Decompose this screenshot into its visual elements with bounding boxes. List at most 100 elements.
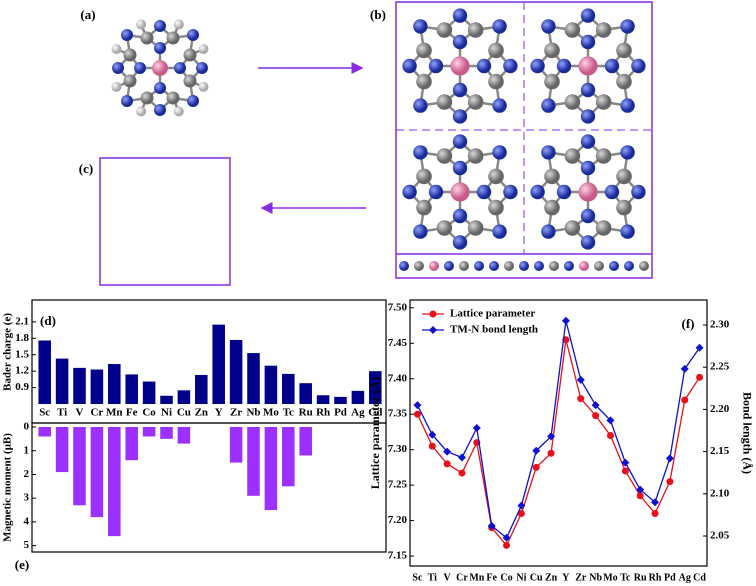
marker xyxy=(547,449,555,457)
x-tick-label: Sc xyxy=(412,572,423,583)
y-tick-label: 7.45 xyxy=(388,337,408,349)
atom xyxy=(183,74,197,88)
atom xyxy=(436,220,453,236)
marker xyxy=(428,430,437,439)
bar xyxy=(90,427,104,518)
x-tick-label: Ag xyxy=(679,572,691,583)
marker xyxy=(561,316,570,325)
bar xyxy=(160,427,173,439)
atom xyxy=(152,60,168,76)
atom xyxy=(492,98,507,113)
y-axis-label: Lattice parameter (Å) xyxy=(368,377,382,489)
atom xyxy=(187,95,199,107)
atom xyxy=(544,168,560,185)
plot-frame xyxy=(409,299,708,567)
marker xyxy=(606,416,615,425)
atom xyxy=(544,73,560,90)
bar xyxy=(229,427,243,463)
y-tick-label: 3 xyxy=(24,492,30,504)
bar xyxy=(90,369,104,404)
bar xyxy=(247,353,260,404)
x-tick-label: Rh xyxy=(316,407,330,419)
marker xyxy=(532,446,541,455)
x-tick-label: Tc xyxy=(620,572,631,583)
bar xyxy=(108,364,121,404)
x-tick-label: Ag xyxy=(351,407,365,419)
bar xyxy=(351,390,365,404)
atom xyxy=(467,94,484,110)
y-tick-label: 1 xyxy=(24,444,30,456)
atom xyxy=(174,62,186,74)
marker xyxy=(413,410,421,418)
atom xyxy=(556,58,572,74)
x-tick-label: Cd xyxy=(693,572,706,583)
atom xyxy=(620,224,635,239)
bar xyxy=(264,365,278,404)
atom xyxy=(594,261,604,271)
atom xyxy=(604,184,620,200)
atom xyxy=(444,261,454,271)
atom xyxy=(452,235,468,250)
atom xyxy=(541,19,556,34)
marker xyxy=(621,458,630,467)
atom xyxy=(467,148,484,164)
atom xyxy=(549,261,559,271)
atom xyxy=(530,184,545,200)
atom xyxy=(578,182,598,202)
marker xyxy=(458,469,466,477)
x-tick-label: Zn xyxy=(545,572,558,583)
y-tick-label: 1.2 xyxy=(15,365,29,377)
atom xyxy=(399,261,409,271)
x-tick-label: Mo xyxy=(603,572,617,583)
atom xyxy=(112,62,124,74)
bar xyxy=(142,427,156,437)
x-tick-label: Zn xyxy=(195,407,208,419)
bar xyxy=(142,381,156,404)
atom xyxy=(154,42,166,54)
x-tick-label: Tc xyxy=(283,407,294,419)
panel-label: (b) xyxy=(370,7,386,22)
legend-label: Lattice parameter xyxy=(450,308,535,320)
atom xyxy=(564,22,581,38)
atom xyxy=(620,19,635,34)
marker xyxy=(621,467,629,475)
atom xyxy=(564,220,581,236)
atom xyxy=(436,94,453,110)
atom xyxy=(467,22,484,38)
x-tick-label: Cr xyxy=(456,572,468,583)
atom xyxy=(452,208,468,224)
x-tick-label: Pd xyxy=(334,407,347,419)
atom xyxy=(428,58,444,74)
atom xyxy=(580,109,596,124)
atom xyxy=(595,94,612,110)
atom xyxy=(556,184,572,200)
x-tick-label: Mn xyxy=(469,572,484,583)
marker xyxy=(651,498,660,507)
plot-frame xyxy=(31,299,387,424)
x-tick-label: Cd xyxy=(368,407,382,419)
atom xyxy=(416,168,432,185)
marker xyxy=(472,423,481,432)
atom xyxy=(452,160,468,176)
atom xyxy=(121,29,133,41)
atom xyxy=(595,22,612,38)
y2-tick-label: 2.15 xyxy=(710,445,730,457)
y-axis-label: Magnetic moment (μB) xyxy=(2,433,14,542)
atom xyxy=(541,224,556,239)
bar xyxy=(264,427,278,511)
atom xyxy=(595,220,612,236)
x-tick-label: Ti xyxy=(428,572,437,583)
y-tick-label: 7.20 xyxy=(388,514,408,526)
atom xyxy=(136,106,147,117)
y2-tick-label: 2.10 xyxy=(710,487,730,499)
marker xyxy=(665,454,674,463)
x-tick-label: Zr xyxy=(230,407,242,419)
bar xyxy=(38,427,51,437)
atom xyxy=(616,199,632,216)
atom xyxy=(578,56,598,76)
x-tick-label: Co xyxy=(500,572,512,583)
atom xyxy=(436,22,453,38)
atom xyxy=(187,29,199,41)
atom xyxy=(580,134,596,149)
